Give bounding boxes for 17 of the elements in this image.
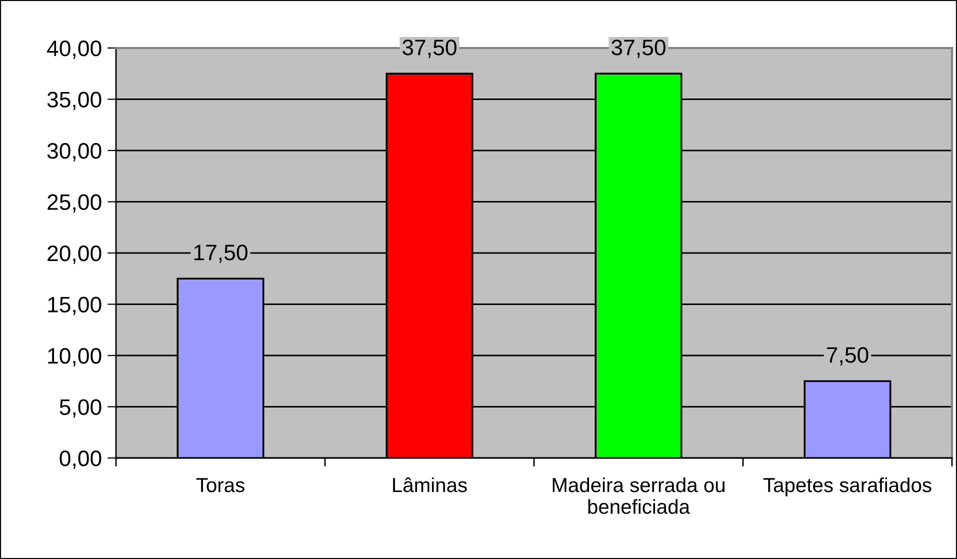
y-tick-label: 40,00 xyxy=(47,40,102,59)
y-tick-label: 30,00 xyxy=(47,143,102,162)
y-tick-label: 10,00 xyxy=(48,348,102,366)
y-tick-label: 25,00 xyxy=(48,194,102,213)
x-tick-label: Tapetes sarafiados xyxy=(763,477,932,496)
y-tick-label: 20,00 xyxy=(48,246,102,264)
x-tick-label: Lâminas xyxy=(393,477,467,492)
y-tick-label: 5,00 xyxy=(60,399,102,418)
data-label: 37,50 xyxy=(612,40,666,58)
data-label: 17,50 xyxy=(194,244,248,263)
data-label: 37,50 xyxy=(402,40,456,58)
data-label: 7,50 xyxy=(827,347,868,366)
y-tick-label: 35,00 xyxy=(47,92,102,110)
x-tick-label: Toras xyxy=(196,478,244,492)
y-tick-label: 0,00 xyxy=(60,450,102,469)
y-tick-label: 15,00 xyxy=(48,296,102,316)
x-tick-label: Madeira serrada ou beneficiada xyxy=(552,477,724,514)
